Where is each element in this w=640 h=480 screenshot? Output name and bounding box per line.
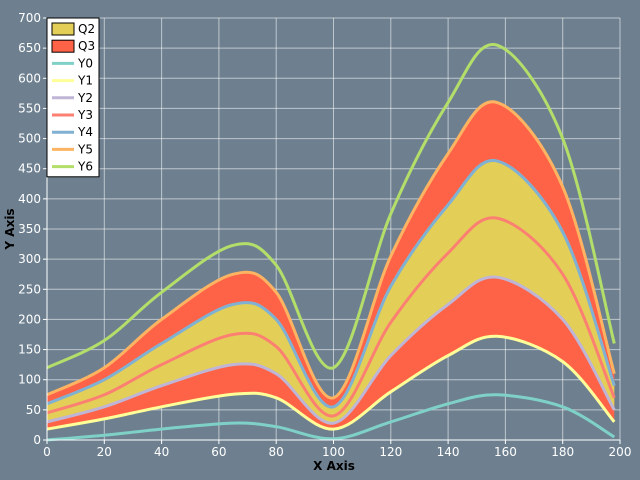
y-tick-label: 200 bbox=[18, 312, 41, 326]
y-tick-label: 550 bbox=[18, 101, 41, 115]
y-tick-label: 350 bbox=[18, 222, 41, 236]
x-tick-label: 20 bbox=[97, 445, 112, 459]
x-axis-title: X Axis bbox=[313, 459, 355, 473]
y-tick-label: 300 bbox=[18, 252, 41, 266]
y-axis-title: Y Axis bbox=[3, 208, 17, 250]
x-tick-label: 180 bbox=[551, 445, 574, 459]
x-tick-label: 200 bbox=[609, 445, 632, 459]
x-tick-label: 160 bbox=[494, 445, 517, 459]
y-tick-label: 0 bbox=[33, 433, 41, 447]
y-tick-label: 250 bbox=[18, 282, 41, 296]
legend-label-q2: Q2 bbox=[78, 22, 95, 36]
y-tick-label: 650 bbox=[18, 41, 41, 55]
legend-swatch-q2 bbox=[51, 22, 75, 36]
legend-label-y0: Y0 bbox=[77, 56, 93, 70]
series-line-y6 bbox=[46, 42, 616, 370]
x-tick-label: 100 bbox=[322, 445, 345, 459]
x-tick-label: 140 bbox=[437, 445, 460, 459]
x-tick-label: 60 bbox=[211, 445, 226, 459]
legend-label-y5: Y5 bbox=[77, 142, 93, 156]
y-tick-label: 500 bbox=[18, 132, 41, 146]
legend-label-y2: Y2 bbox=[77, 91, 93, 105]
y-tick-label: 700 bbox=[18, 11, 41, 25]
legend-label-y4: Y4 bbox=[77, 125, 93, 139]
series-line-y0 bbox=[46, 393, 616, 442]
y-tick-label: 450 bbox=[18, 162, 41, 176]
y-tick-label: 100 bbox=[18, 373, 41, 387]
legend-label-y6: Y6 bbox=[77, 160, 93, 174]
legend-label-y3: Y3 bbox=[77, 108, 93, 122]
legend-label-q3: Q3 bbox=[78, 39, 95, 53]
series-line-y3 bbox=[46, 216, 616, 418]
series-line-y2 bbox=[46, 275, 616, 425]
series-line-y1 bbox=[46, 334, 616, 431]
x-tick-label: 120 bbox=[379, 445, 402, 459]
series-line-y4 bbox=[46, 159, 616, 409]
legend-swatch-q3 bbox=[51, 39, 75, 53]
y-tick-label: 400 bbox=[18, 192, 41, 206]
x-tick-label: 40 bbox=[154, 445, 169, 459]
x-tick-label: 80 bbox=[269, 445, 284, 459]
y-tick-label: 50 bbox=[26, 403, 41, 417]
y-tick-label: 600 bbox=[18, 71, 41, 85]
x-tick-label: 0 bbox=[43, 445, 51, 459]
series-lines bbox=[46, 42, 616, 442]
y-tick-label: 150 bbox=[18, 343, 41, 357]
legend: Q2 Q3 Y0 Y1 Y2 Y3 Y4 Y5 Y6 bbox=[46, 17, 100, 178]
legend-label-y1: Y1 bbox=[77, 74, 93, 88]
series-line-y5 bbox=[46, 100, 616, 400]
axes: 0 20 40 60 80 100 120 140 160 180 200 0 50 100 150 200 2… bbox=[18, 11, 631, 459]
